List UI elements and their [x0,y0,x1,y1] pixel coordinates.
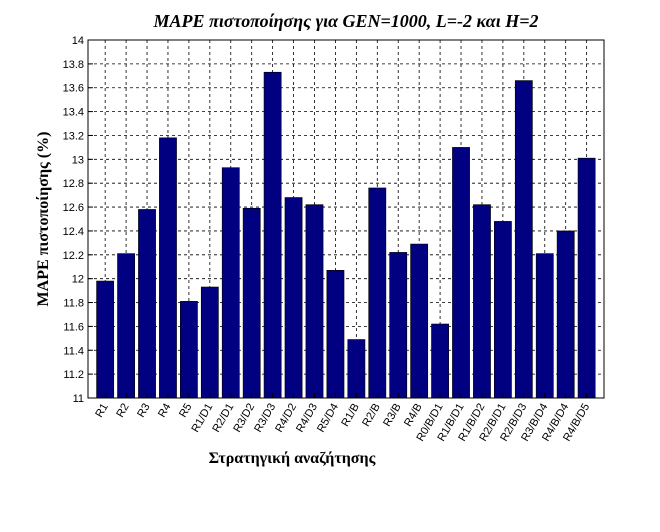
bar-r4-b-d4 [556,230,575,399]
x-tick-label: R3/B [381,402,404,429]
y-tick-labels: 11 11.2 11.4 11.6 11.8 12 12.2 12.4 12.6 12.8 13 13… [63,35,93,405]
x-tick-label: R1/B [339,402,362,429]
y-tick-label: 12.2 [63,250,84,262]
x-tick-label: R4 [156,402,173,420]
chart-title: MAPE πιστοποίησης για GEN=1000, L=-2 και… [153,11,539,31]
bar-r0-b-d1 [431,323,449,399]
y-axis-label: MAPE πιστοποίησης (%) [35,132,52,307]
y-tick-label: 11.2 [63,369,84,381]
y-tick-label: 13.6 [63,83,84,95]
bar-r1 [96,280,115,399]
y-tick-label: 12.8 [63,178,84,190]
x-tick-label: R1 [93,402,110,420]
x-tick-labels: R1 R2 R3 R4 R5R1/D1R2/D1R3/D2R3/D3R4/D2R4/D3… [93,393,592,444]
bar-r4-b-d5 [577,157,596,399]
bar-r1-b-d2 [473,204,491,399]
y-tick-label: 11.8 [63,298,84,310]
x-tick-label: R2 [114,402,131,420]
bar-r3-d2 [242,207,261,399]
bar-r3 [138,209,156,399]
y-tick-label: 13 [72,154,84,166]
x-tick-label: R5 [177,402,194,420]
bar-r1-d1 [200,286,219,399]
y-tick-label: 13.4 [63,107,84,119]
bar-r5 [180,301,198,399]
y-tick-label: 13.8 [63,59,84,71]
bar-r5-d4 [326,270,345,399]
bar-r3-b [389,252,408,399]
x-axis-label: Στρατηγική αναζήτησης [209,450,376,467]
y-tick-label: 12.6 [63,202,84,214]
bar-r4-d3 [305,204,324,399]
x-tick-label: R3 [135,402,152,420]
bars [96,71,596,399]
y-tick-label: 12 [72,274,84,286]
x-tick-label: R2/B [360,402,383,429]
x-tick-label: R5/D4 [315,402,341,435]
bar-r4 [159,137,177,399]
plot-frame [87,39,605,399]
bar-r4-b [410,243,429,399]
y-tick-label: 12.4 [63,226,84,238]
bar-r1-b-d1 [452,147,470,399]
y-tick-label: 13.2 [63,130,84,142]
bar-r1-b [347,339,366,399]
bar-r4-d2 [284,197,303,399]
bar-r2 [117,253,135,399]
y-tick-label: 11 [73,393,84,405]
bar-r2-b [368,187,387,399]
bar-r2-b-d3 [514,80,533,399]
bar-r3-d3 [263,71,282,399]
y-tick-label: 14 [72,35,84,47]
bar-r2-b-d1 [494,221,512,399]
bar-r3-b-d4 [535,253,554,399]
y-tick-label: 11.4 [63,345,84,357]
y-tick-label: 11.6 [63,321,84,333]
bar-r2-d1 [221,167,240,399]
